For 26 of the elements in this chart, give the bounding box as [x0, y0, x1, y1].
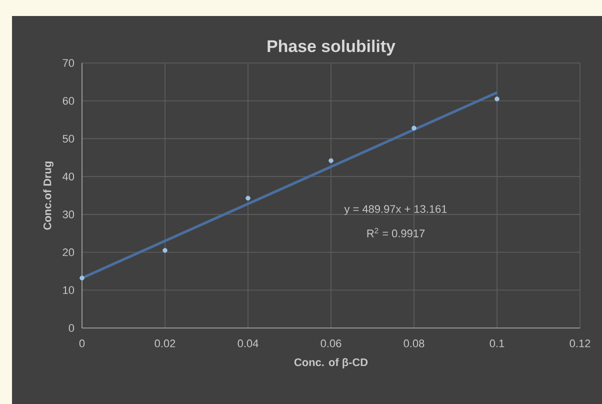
point: [162, 248, 168, 253]
x-tick-label: 0.12: [570, 340, 590, 348]
point: [494, 96, 500, 102]
y-axis-title: Conc.of Drug: [43, 162, 54, 230]
point: [246, 196, 250, 201]
y-tick-label: 70: [62, 59, 74, 67]
x-tick-label: 0.02: [154, 340, 176, 348]
x-tick-label: 0.06: [320, 340, 342, 348]
point: [328, 158, 334, 164]
y-tick-label: 50: [62, 134, 74, 143]
x-tick-label: 0: [79, 340, 85, 348]
x-tick-label: 0.08: [404, 340, 424, 348]
y-tick-label: 60: [62, 96, 74, 105]
y-tick-label: 10: [63, 286, 74, 294]
y-tick-label: 30: [62, 210, 74, 218]
x-axis-title: Conc. of β-CD: [294, 358, 368, 368]
annotation: R$^{2}$ = 0.9917: [367, 228, 425, 238]
y-tick-label: 20: [62, 248, 74, 256]
x-tick-label: 0.1: [490, 340, 504, 348]
point: [412, 126, 416, 131]
annotation: y = 489.97x + 13.161: [344, 205, 447, 216]
y-tick-label: 40: [62, 172, 74, 180]
y-tick-label: 0: [68, 324, 74, 332]
x-tick-label: 0.04: [238, 340, 258, 348]
chart-title: Phase solubility: [268, 40, 396, 56]
point: [80, 276, 84, 280]
